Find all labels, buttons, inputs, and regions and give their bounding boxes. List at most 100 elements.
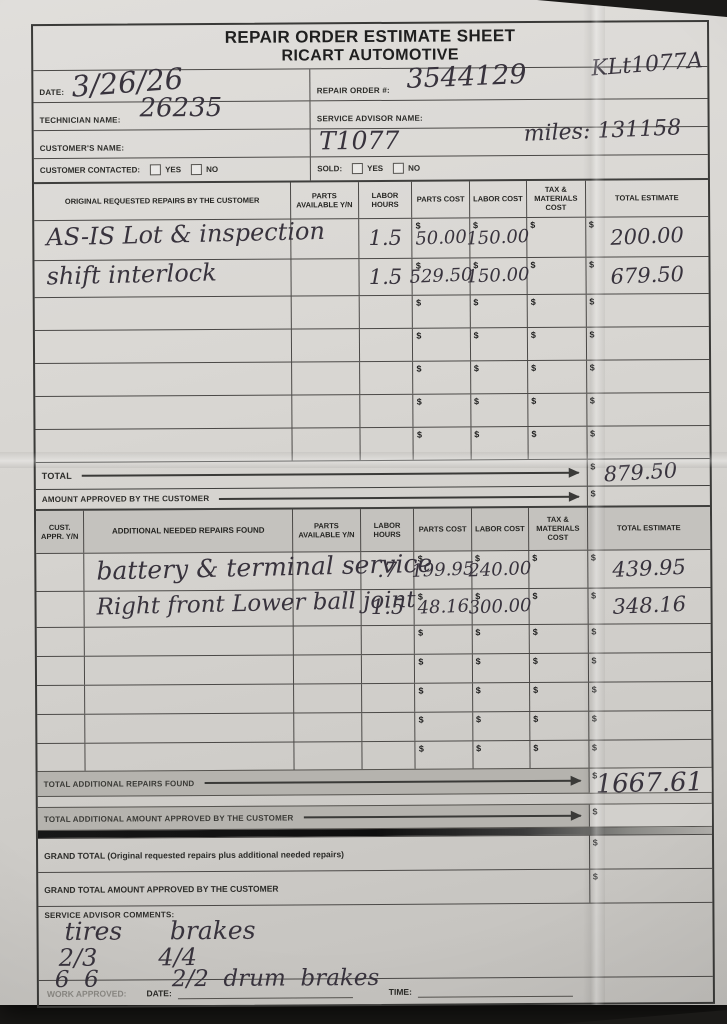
handwritten-total: 679.50 (610, 261, 685, 289)
arrow-line (81, 471, 579, 477)
no-label: NO (408, 163, 421, 173)
cell-parts-cost: $ 529.50 (409, 257, 474, 296)
cell-parts-cost: $ (412, 328, 470, 362)
handwritten-labor-cost: 150.00 (466, 264, 531, 288)
handwritten-repair-description: AS-IS Lot & inspection (45, 216, 326, 252)
cell-description (84, 742, 294, 772)
cell-labor-hours (358, 329, 413, 362)
cell-cust-appr (37, 685, 84, 713)
cell-tax-cost: $ (528, 588, 588, 624)
total-label: TOTAL (41, 470, 72, 482)
cell-tax-cost: $ (526, 217, 586, 257)
cell-cust-appr (36, 592, 83, 627)
cell-description (35, 297, 291, 331)
technician-label: TECHNICIAN NAME: (39, 115, 121, 125)
cell-grand-total-approved-value: $ (588, 869, 713, 903)
table-row-empty: $ $ $ $ (34, 293, 709, 331)
repair-order-form: REPAIR ORDER ESTIMATE SHEET RICART AUTOM… (31, 19, 715, 1009)
cell-total-estimate: $ (587, 681, 712, 711)
cell-tax-cost: $ (529, 682, 588, 711)
dollar-sign: $ (474, 429, 480, 440)
table-row: AS-IS Lot & inspection 1.5 $ 50.00 $ 150… (34, 215, 709, 260)
cell-description: shift interlock (34, 258, 290, 297)
time-label: TIME: (388, 986, 412, 997)
dollar-sign: $ (473, 363, 479, 374)
dollar-sign: $ (533, 684, 539, 695)
cell-tax-cost: $ (526, 295, 586, 328)
form-title: REPAIR ORDER ESTIMATE SHEET (224, 26, 516, 47)
table-row-empty: $ $ $ $ (36, 622, 711, 656)
column-header-cust-appr: CUST. APPR. Y/N (40, 522, 79, 541)
cell-parts-cost: $ (412, 295, 470, 329)
sold-label: SOLD: (317, 163, 343, 174)
tag-miles-field: T1077 miles: 131158 (309, 115, 708, 157)
dollar-sign: $ (475, 656, 481, 667)
table-row: Right front Lower ball joint 1.5 $ 48.16… (36, 586, 711, 627)
dollar-sign: $ (418, 685, 424, 696)
cell-labor-hours (358, 362, 413, 395)
cell-parts-cost: $ (414, 711, 473, 741)
dollar-sign: $ (530, 330, 536, 341)
dollar-sign: $ (531, 363, 537, 374)
vertical-fold-crease (583, 0, 605, 1005)
info-row-customer: CUSTOMER'S NAME: T1077 miles: 131158 (33, 115, 708, 158)
dollar-sign: $ (416, 429, 422, 440)
handwritten-technician-number: 26235 (139, 92, 223, 124)
handwritten-tag-number: T1077 (318, 125, 400, 156)
column-header-labor-hours: LABOR HOURS (359, 508, 414, 552)
cell-labor-cost: $ 150.00 (466, 217, 530, 257)
table-row-empty: $ $ $ $ (35, 359, 710, 397)
dollar-sign: $ (530, 259, 536, 270)
table-row-empty: $ $ $ $ (34, 326, 710, 364)
cell-description (84, 684, 294, 714)
cell-total-additional-value: $ 1667.61 (588, 768, 712, 800)
handwritten-hours: 1.5 (368, 264, 403, 289)
cell-cust-appr (36, 554, 83, 591)
cell-labor-cost: $ (469, 295, 527, 328)
cell-parts-cost: $ 48.16 (413, 589, 472, 625)
column-header-parts-available: PARTS AVAILABLE Y/N (292, 509, 360, 552)
handwritten-parts-cost: 529.50 (409, 264, 474, 289)
cell-total-estimate: $ (587, 623, 711, 653)
technician-field: TECHNICIAN NAME: 26235 (33, 93, 309, 130)
handwritten-hours: 1.5 (368, 225, 403, 251)
cell-tax-cost: $ (528, 653, 588, 682)
handwritten-total-additional: 1667.61 (594, 767, 704, 801)
cell-description: AS-IS Lot & inspection (34, 216, 325, 259)
cell-total-estimate: $ (587, 739, 712, 769)
dollar-sign: $ (533, 742, 539, 753)
grand-total-approved-label: GRAND TOTAL AMOUNT APPROVED BY THE CUSTO… (44, 883, 279, 895)
cell-labor-hours: 1.5 (359, 589, 415, 625)
column-header-description: ADDITIONAL NEEDED REPAIRS FOUND (83, 509, 293, 553)
cell-description (84, 655, 294, 685)
table-row-empty: $ $ $ $ (37, 680, 712, 714)
cell-total-estimate: $ (587, 652, 711, 682)
table-row-empty: $ $ $ $ (37, 709, 712, 743)
cell-total-estimate: $ 439.95 (586, 549, 711, 588)
cell-parts-available (291, 362, 359, 395)
handwritten-total: 439.95 (611, 555, 687, 583)
handwritten-repair-order-number: 3544129 (406, 58, 528, 95)
dollar-sign: $ (473, 297, 479, 308)
customer-contacted-field: CUSTOMER CONTACTED: YES NO (34, 157, 310, 182)
dollar-sign: $ (475, 627, 481, 638)
band-label-area: TOTAL ADDITIONAL AMOUNT APPROVED BY THE … (38, 805, 589, 830)
cell-cust-appr (37, 743, 84, 771)
cell-description (35, 363, 291, 397)
additional-repairs-table-header: CUST. APPR. Y/N ADDITIONAL NEEDED REPAIR… (35, 504, 711, 553)
dollar-sign: $ (418, 656, 424, 667)
column-header-parts-available: PARTS AVAILABLE Y/N (290, 181, 358, 219)
cell-labor-cost: $ (471, 653, 529, 683)
customer-name-label: CUSTOMER'S NAME: (39, 143, 125, 153)
repair-order-field: REPAIR ORDER #: 3544129 KLt1077A (309, 48, 708, 101)
cell-parts-available (290, 329, 359, 362)
cell-tax-cost: $ (529, 711, 588, 740)
handwritten-parts-cost: 48.16 (416, 595, 470, 619)
cell-labor-hours: 1.5 (357, 218, 412, 258)
dollar-sign: $ (418, 743, 424, 754)
total-additional-approved-label: TOTAL ADDITIONAL AMOUNT APPROVED BY THE … (43, 813, 294, 824)
cell-description (35, 330, 291, 364)
cell-parts-available (293, 712, 361, 742)
handwritten-labor-cost: 240.00 (468, 557, 533, 582)
cell-tax-cost: $ (527, 393, 587, 427)
